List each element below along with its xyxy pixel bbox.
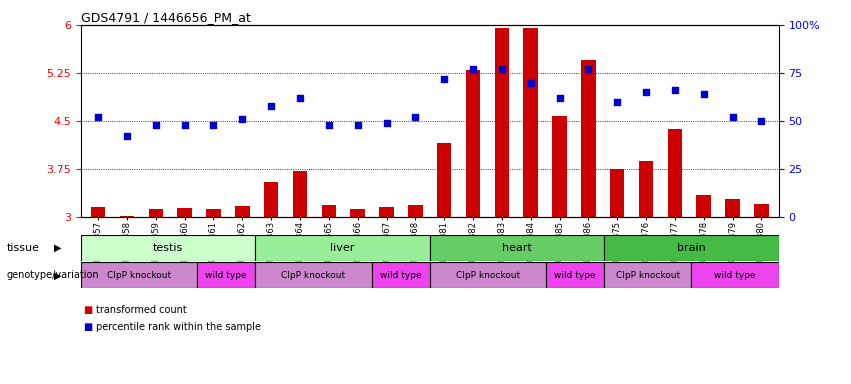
Bar <box>639 161 654 217</box>
Bar <box>372 262 430 288</box>
Point <box>322 122 335 128</box>
Text: ClpP knockout: ClpP knockout <box>456 271 520 280</box>
Bar <box>120 216 134 217</box>
Text: ▶: ▶ <box>54 270 61 280</box>
Text: wild type: wild type <box>714 271 756 280</box>
Point <box>495 66 509 72</box>
Bar <box>264 182 278 217</box>
Bar <box>293 171 307 217</box>
Text: ■: ■ <box>83 322 93 332</box>
Bar <box>696 195 711 217</box>
Point <box>668 87 682 93</box>
Bar <box>255 235 430 261</box>
Text: ClpP knockout: ClpP knockout <box>282 271 346 280</box>
Point <box>380 120 393 126</box>
Bar <box>725 199 740 217</box>
Bar <box>322 205 336 217</box>
Point <box>207 122 220 128</box>
Point <box>294 95 307 101</box>
Text: ClpP knockout: ClpP knockout <box>107 271 171 280</box>
Text: ▶: ▶ <box>54 243 61 253</box>
Bar <box>178 208 191 217</box>
Bar <box>91 207 106 217</box>
Bar <box>430 235 604 261</box>
Bar <box>430 262 546 288</box>
Text: percentile rank within the sample: percentile rank within the sample <box>96 322 261 332</box>
Bar <box>255 262 372 288</box>
Bar <box>380 207 394 217</box>
Bar <box>668 129 682 217</box>
Point <box>524 79 538 86</box>
Point <box>466 66 480 72</box>
Text: GDS4791 / 1446656_PM_at: GDS4791 / 1446656_PM_at <box>81 11 251 24</box>
Bar <box>197 262 255 288</box>
Text: wild type: wild type <box>205 271 247 280</box>
Point <box>552 95 566 101</box>
Bar <box>465 70 480 217</box>
Point <box>726 114 740 120</box>
Point <box>265 103 278 109</box>
Bar <box>235 206 249 217</box>
Point <box>149 122 163 128</box>
Point <box>755 118 768 124</box>
Bar <box>437 143 451 217</box>
Bar <box>408 205 423 217</box>
Bar <box>81 262 197 288</box>
Point <box>610 99 624 105</box>
Text: wild type: wild type <box>554 271 596 280</box>
Bar <box>754 204 768 217</box>
Bar <box>351 209 365 217</box>
Point <box>697 91 711 97</box>
Bar <box>149 209 163 217</box>
Point <box>351 122 364 128</box>
Text: liver: liver <box>330 243 355 253</box>
Text: brain: brain <box>677 243 705 253</box>
Text: tissue: tissue <box>7 243 40 253</box>
Point <box>408 114 422 120</box>
Point <box>236 116 249 122</box>
Text: heart: heart <box>502 243 532 253</box>
Point <box>120 133 134 139</box>
Text: ClpP knockout: ClpP knockout <box>616 271 680 280</box>
Point <box>639 89 653 95</box>
Bar <box>610 169 625 217</box>
Text: genotype/variation: genotype/variation <box>7 270 100 280</box>
Point <box>437 76 451 82</box>
Text: ■: ■ <box>83 305 93 314</box>
Point <box>581 66 595 72</box>
Bar <box>546 262 604 288</box>
Bar <box>494 28 509 217</box>
Bar <box>604 235 779 261</box>
Bar <box>206 209 220 217</box>
Point <box>91 114 105 120</box>
Point <box>178 122 191 128</box>
Bar <box>604 262 691 288</box>
Text: wild type: wild type <box>380 271 421 280</box>
Bar <box>581 60 596 217</box>
Bar <box>81 235 255 261</box>
Bar <box>692 262 779 288</box>
Bar <box>523 28 538 217</box>
Text: transformed count: transformed count <box>96 305 187 314</box>
Bar <box>552 116 567 217</box>
Text: testis: testis <box>153 243 183 253</box>
